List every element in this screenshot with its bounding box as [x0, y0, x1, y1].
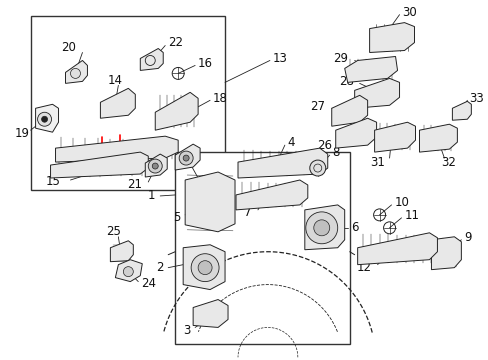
Text: 6: 6 [350, 221, 357, 234]
Polygon shape [145, 154, 167, 177]
Polygon shape [31, 15, 224, 190]
Text: 25: 25 [106, 225, 121, 238]
Polygon shape [357, 233, 437, 265]
Text: 9: 9 [464, 231, 471, 244]
Polygon shape [451, 101, 470, 120]
Polygon shape [193, 300, 227, 328]
Polygon shape [369, 23, 414, 53]
Polygon shape [175, 152, 349, 345]
Circle shape [152, 163, 158, 169]
Text: 13: 13 [272, 52, 287, 65]
Text: 31: 31 [369, 156, 384, 168]
Text: 14: 14 [108, 74, 122, 87]
Circle shape [198, 261, 212, 275]
Text: 19: 19 [15, 127, 30, 140]
Polygon shape [56, 136, 178, 162]
Polygon shape [236, 180, 307, 210]
Polygon shape [36, 104, 59, 132]
Text: 30: 30 [402, 6, 416, 19]
Text: 24: 24 [141, 277, 156, 290]
Text: 32: 32 [441, 156, 455, 168]
Circle shape [183, 155, 189, 161]
Text: 5: 5 [172, 211, 180, 224]
Polygon shape [238, 148, 327, 178]
Text: 3: 3 [183, 324, 190, 337]
Text: 20: 20 [61, 41, 76, 54]
Text: 17: 17 [53, 166, 68, 179]
Polygon shape [430, 237, 460, 270]
Text: 22: 22 [168, 36, 183, 49]
Polygon shape [331, 95, 367, 126]
Polygon shape [354, 78, 399, 108]
Circle shape [191, 254, 219, 282]
Text: 12: 12 [356, 261, 371, 274]
Polygon shape [115, 260, 142, 282]
Circle shape [123, 267, 133, 276]
Text: 8: 8 [332, 145, 340, 159]
Polygon shape [140, 49, 163, 71]
Text: 11: 11 [404, 210, 419, 222]
Polygon shape [50, 152, 148, 178]
Text: 18: 18 [213, 92, 227, 105]
Text: 16: 16 [198, 57, 213, 70]
Polygon shape [304, 205, 344, 250]
Polygon shape [344, 57, 397, 82]
Circle shape [70, 68, 81, 78]
Text: 21: 21 [127, 179, 142, 192]
Circle shape [313, 220, 329, 236]
Text: 4: 4 [287, 136, 295, 149]
Polygon shape [374, 122, 415, 152]
Polygon shape [183, 245, 224, 289]
Polygon shape [65, 60, 87, 84]
Polygon shape [110, 241, 133, 262]
Circle shape [179, 151, 193, 165]
Polygon shape [155, 92, 198, 130]
Circle shape [309, 160, 325, 176]
Text: 28: 28 [338, 75, 353, 88]
Text: 33: 33 [468, 92, 483, 105]
Text: 1: 1 [147, 189, 155, 202]
Circle shape [41, 116, 47, 122]
Polygon shape [335, 118, 376, 148]
Text: 27: 27 [309, 100, 324, 113]
Polygon shape [185, 172, 235, 232]
Text: 23: 23 [200, 175, 215, 188]
Text: 7: 7 [244, 206, 251, 219]
Text: 26: 26 [316, 139, 331, 152]
Text: 15: 15 [45, 175, 61, 189]
Circle shape [38, 112, 51, 126]
Text: 10: 10 [394, 197, 408, 210]
Circle shape [148, 159, 162, 173]
Text: 2: 2 [155, 261, 163, 274]
Polygon shape [175, 144, 200, 170]
Polygon shape [419, 124, 456, 152]
Circle shape [305, 212, 337, 244]
Text: 29: 29 [332, 52, 347, 65]
Polygon shape [100, 88, 135, 118]
